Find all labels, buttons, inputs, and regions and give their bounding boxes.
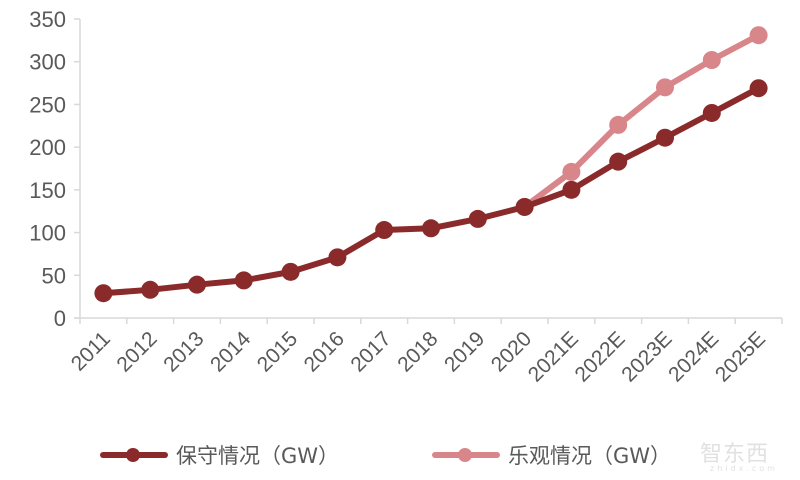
y-axis-ticks: 0 50 100 150 200 250 300 350: [29, 7, 80, 331]
x-tick-label: 2014: [206, 327, 256, 377]
series-conservative: [94, 79, 768, 303]
y-tick-label: 200: [29, 135, 66, 160]
data-point: [515, 197, 534, 216]
x-tick-label: 2015: [253, 327, 302, 376]
data-point: [141, 280, 160, 299]
data-point: [188, 275, 206, 294]
legend-label-optimistic: 乐观情况（GW）: [508, 444, 672, 468]
x-tick-label: 2021E: [524, 327, 583, 386]
data-point: [422, 219, 440, 238]
data-point: [702, 51, 721, 70]
data-point: [562, 180, 581, 199]
legend-swatch-optimistic-icon: [432, 448, 500, 462]
x-tick-label: 2018: [393, 327, 442, 376]
x-tick-label: 2024E: [664, 327, 723, 386]
x-tick-label: 2025E: [711, 327, 770, 386]
watermark-text: 智东西: [700, 442, 770, 467]
legend-swatch-conservative-icon: [100, 448, 168, 462]
x-tick-label: 2011: [67, 327, 115, 375]
watermark: 智东西 zhidx.com: [700, 436, 778, 473]
data-point: [328, 248, 347, 267]
legend-label-conservative: 保守情况（GW）: [176, 444, 340, 468]
y-tick-label: 250: [29, 92, 66, 117]
y-tick-label: 0: [54, 306, 66, 331]
y-tick-label: 50: [42, 263, 66, 288]
series-lines: [94, 26, 768, 303]
x-tick-label: 2012: [112, 327, 161, 376]
data-point: [656, 78, 674, 97]
data-point: [94, 284, 113, 303]
x-tick-label: 2019: [440, 327, 489, 376]
data-point: [562, 162, 581, 181]
data-point: [609, 115, 628, 134]
y-tick-label: 350: [29, 7, 66, 32]
x-tick-label: 2023E: [617, 327, 676, 386]
data-point: [375, 221, 394, 240]
series-optimistic: [515, 26, 768, 216]
data-point: [234, 271, 253, 290]
legend-item-optimistic: 乐观情况（GW）: [432, 440, 671, 470]
x-tick-label: 2016: [300, 327, 349, 376]
axes: [74, 19, 782, 319]
y-tick-label: 150: [29, 178, 66, 203]
data-point: [281, 262, 300, 281]
x-axis-ticks: 2011201220132014201520162017201820192020…: [67, 318, 783, 386]
data-point: [656, 128, 674, 147]
data-point: [749, 79, 768, 98]
y-tick-label: 300: [29, 50, 66, 75]
watermark-subtext: zhidx.com: [710, 464, 778, 473]
legend-item-conservative: 保守情况（GW）: [100, 440, 339, 470]
x-tick-label: 2013: [159, 327, 208, 376]
data-point: [609, 152, 628, 171]
y-tick-label: 100: [29, 221, 66, 246]
data-point: [468, 209, 487, 228]
x-tick-label: 2022E: [571, 327, 630, 386]
data-point: [749, 26, 768, 45]
x-tick-label: 2017: [346, 327, 395, 376]
data-point: [702, 103, 721, 122]
